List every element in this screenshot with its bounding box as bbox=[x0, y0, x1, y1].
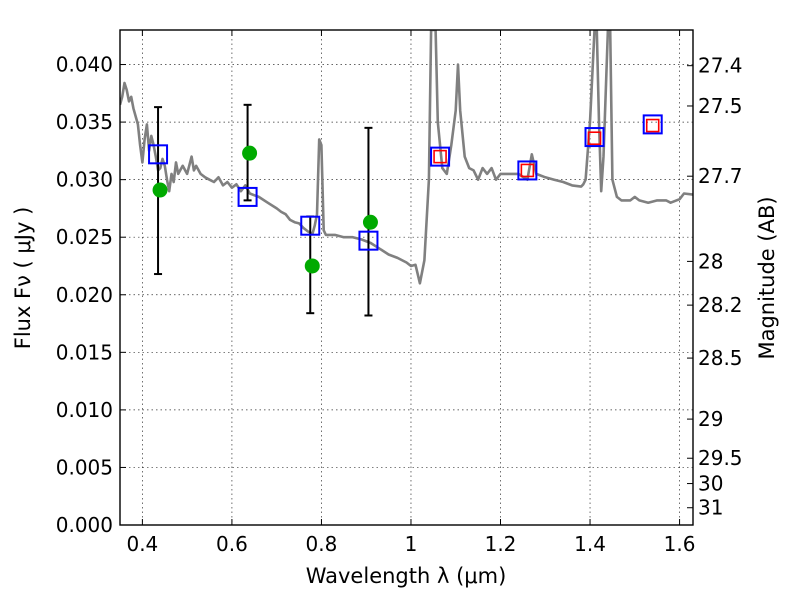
x-tick-label: 1.6 bbox=[664, 532, 696, 556]
x-tick-label: 0.4 bbox=[126, 532, 158, 556]
observed-flux-point bbox=[152, 182, 168, 198]
model-flux-square-red bbox=[645, 118, 660, 133]
y2-tick-label: 27.5 bbox=[698, 94, 743, 118]
x-tick-label: 1.2 bbox=[485, 532, 517, 556]
model-flux-square-blue bbox=[584, 127, 605, 148]
model-flux-square-blue bbox=[148, 144, 169, 165]
y-tick-label: 0.035 bbox=[56, 110, 113, 134]
y-tick-label: 0.025 bbox=[56, 225, 113, 249]
model-flux-square-red bbox=[587, 131, 602, 146]
y2-tick-label: 31 bbox=[698, 496, 723, 520]
plot-frame bbox=[119, 29, 694, 526]
y-tick-label: 0.005 bbox=[56, 455, 113, 479]
model-flux-square-blue bbox=[517, 160, 538, 181]
y2-tick-label: 29.5 bbox=[698, 446, 743, 470]
y-tick-label: 0.020 bbox=[56, 283, 113, 307]
model-flux-square-blue bbox=[237, 186, 258, 207]
model-flux-square-red bbox=[433, 149, 447, 164]
y-axis-label: Flux Fν ( μJy ) bbox=[11, 207, 35, 350]
x-axis-label: Wavelength λ (μm) bbox=[306, 564, 507, 588]
y-tick-label: 0.030 bbox=[56, 168, 113, 192]
model-spectrum-line bbox=[120, 30, 693, 285]
model-flux-square-red bbox=[520, 163, 535, 178]
y-tick-label: 0.015 bbox=[56, 340, 113, 364]
x-tick-label: 1 bbox=[405, 532, 418, 556]
y-tick-label: 0.040 bbox=[56, 53, 113, 77]
y2-tick-label: 27.4 bbox=[698, 54, 743, 78]
y2-tick-label: 30 bbox=[698, 472, 723, 496]
y2-tick-label: 28.2 bbox=[698, 293, 743, 317]
axis-ticks: 0.4 0.6 0.8 1 1.2 1.4 1.6 0.000 0.005 0.010 0.015 0… bbox=[56, 30, 743, 556]
plot-series bbox=[120, 30, 693, 317]
y-tick-label: 0.000 bbox=[56, 513, 113, 537]
y2-tick-label: 27.7 bbox=[698, 164, 743, 188]
y2-tick-label: 29 bbox=[698, 407, 723, 431]
y2-tick-label: 28 bbox=[698, 249, 723, 273]
x-tick-label: 0.6 bbox=[216, 532, 248, 556]
y2-axis-label: Magnitude (AB) bbox=[755, 196, 779, 359]
x-tick-label: 0.8 bbox=[306, 532, 338, 556]
plot-area bbox=[120, 30, 693, 317]
x-tick-label: 1.4 bbox=[574, 532, 606, 556]
observed-flux-point bbox=[362, 214, 378, 230]
y2-tick-label: 28.5 bbox=[698, 346, 743, 370]
model-flux-square-blue bbox=[300, 215, 321, 236]
model-flux-square-blue bbox=[430, 146, 451, 167]
y-tick-label: 0.010 bbox=[56, 398, 113, 422]
grid-lines bbox=[120, 30, 693, 526]
observed-flux-point bbox=[242, 145, 258, 161]
model-flux-square-blue bbox=[358, 230, 379, 251]
model-flux-square-blue bbox=[642, 114, 663, 135]
observed-flux-point bbox=[304, 258, 320, 274]
